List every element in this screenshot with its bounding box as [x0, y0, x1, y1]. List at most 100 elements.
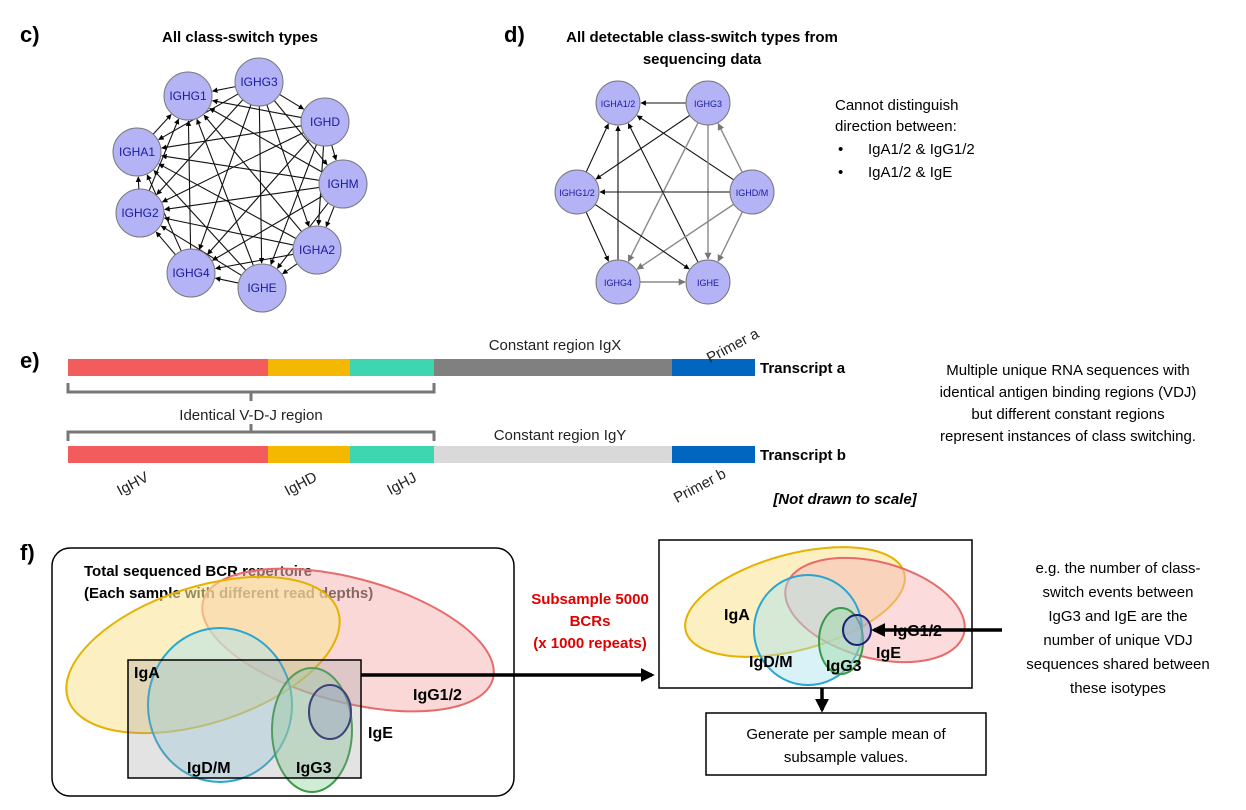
- subsample-window: [127, 659, 362, 779]
- segment-j-a: [350, 359, 434, 376]
- constant-region-y: [434, 446, 672, 463]
- c-edge-ighd-ighg4: [207, 139, 310, 255]
- c-edge-ighg3-ighd: [279, 93, 305, 110]
- c-edge-igha1-ighg1: [152, 114, 172, 135]
- segment-d-b: [268, 446, 350, 463]
- not-to-scale-note: [Not drawn to scale]: [772, 491, 917, 508]
- d-node-ighg3: [685, 80, 731, 126]
- d-edge-ighd-m-ighe: [717, 211, 743, 262]
- panel-d-nodes: IGHA1/2 IGHG3 IGHG1/2 IGHD/M IGHG4 IGHE: [554, 80, 775, 305]
- segment-v-b: [68, 446, 268, 463]
- result-box: [705, 712, 987, 776]
- c-node-label-ighg4: IGHG4: [172, 266, 210, 280]
- c-node-igha2: [292, 225, 342, 275]
- c-edge-ighg4-ighg2: [155, 231, 176, 256]
- d-node-ighg4: [595, 259, 641, 305]
- venn-small: [684, 546, 966, 686]
- c-node-label-ighg3: IGHG3: [240, 75, 278, 89]
- result-line2: subsample values.: [784, 749, 908, 766]
- label-igg3-large: IgG3: [296, 760, 332, 777]
- panel-label-c: c): [20, 22, 40, 47]
- d-node-igha1-2: [595, 80, 641, 126]
- note-bullet1-dot: •: [838, 141, 843, 158]
- c-node-label-ighm: IGHM: [327, 177, 358, 191]
- transcript-a-bar: [68, 359, 755, 376]
- example-line4: number of unique VDJ: [1043, 632, 1192, 649]
- c-node-ighd: [300, 97, 350, 147]
- d-node-label-ighe: IGHE: [697, 278, 719, 288]
- transcript-a-label: Transcript a: [760, 360, 846, 377]
- label-igdm-large: IgD/M: [187, 760, 231, 777]
- panel-d-title-line2: sequencing data: [643, 51, 762, 68]
- repertoire-box: [51, 547, 515, 797]
- explanation-line4: represent instances of class switching.: [940, 428, 1196, 445]
- result-line1: Generate per sample mean of: [746, 726, 946, 743]
- subsample-line3: (x 1000 repeats): [533, 635, 646, 652]
- c-edge-ighg3-ighg4: [198, 104, 252, 250]
- c-node-ighg2: [115, 188, 165, 238]
- d-edge-ighd-m-ighg4: [636, 203, 735, 270]
- c-node-label-igha2: IGHA2: [299, 243, 335, 257]
- label-igg12-large: IgG1/2: [413, 687, 462, 704]
- subsample-line1: Subsample 5000: [531, 591, 649, 608]
- c-edge-ighg3-ighe: [258, 105, 265, 264]
- c-node-ighe: [237, 263, 287, 313]
- c-node-label-igha1: IGHA1: [119, 145, 155, 159]
- c-edge-igha2-ighg4: [215, 253, 294, 271]
- c-node-label-ighg2: IGHG2: [121, 206, 159, 220]
- c-edge-ighm-ighg4: [212, 195, 323, 261]
- c-edge-ighe-ighg4: [214, 276, 239, 284]
- c-edge-igha2-igha1: [158, 163, 297, 240]
- segment-d-a: [268, 359, 350, 376]
- c-edge-ighg2-ighg1: [148, 118, 180, 192]
- c-node-igha1: [112, 127, 162, 177]
- c-node-ighg4: [166, 248, 216, 298]
- d-node-ighd-m: [729, 169, 775, 215]
- explanation-line2: identical antigen binding regions (VDJ): [940, 384, 1197, 401]
- example-line1: e.g. the number of class-: [1035, 560, 1200, 577]
- c-node-ighg3: [234, 57, 284, 107]
- d-node-label-igha1-2: IGHA1/2: [601, 99, 636, 109]
- example-line2: switch events between: [1043, 584, 1194, 601]
- c-edge-ighg2-igha1: [135, 176, 142, 190]
- small-ellipse-ige: [842, 614, 872, 646]
- vdj-label: Identical V-D-J region: [179, 407, 322, 424]
- d-edge-ighg3-ighg1-2: [595, 114, 691, 180]
- d-node-ighg1-2: [554, 169, 600, 215]
- note-line2: direction between:: [835, 118, 957, 135]
- d-edge-ighd-m-ighg3: [717, 122, 743, 173]
- c-edge-ighd-ighg1: [212, 98, 302, 119]
- segment-j-b: [350, 446, 434, 463]
- c-edge-ighg4-ighg1: [185, 120, 192, 250]
- panel-d-note: Cannot distinguish direction between: • …: [835, 97, 975, 181]
- panel-c-title: All class-switch types: [162, 29, 318, 46]
- panel-label-f: f): [20, 540, 35, 565]
- note-line1: Cannot distinguish: [835, 97, 958, 114]
- constant-region-b-label: Constant region IgY: [494, 427, 627, 444]
- label-igg3-small: IgG3: [826, 658, 862, 675]
- c-edge-ighd-igha1: [161, 125, 302, 150]
- c-edge-igha2-ighe: [282, 263, 298, 275]
- note-bullet2: IgA1/2 & IgE: [868, 164, 952, 181]
- c-node-label-ighd: IGHD: [310, 115, 340, 129]
- explanation-line3: but different constant regions: [971, 406, 1164, 423]
- example-text: e.g. the number of class- switch events …: [1026, 560, 1209, 697]
- primer-a-segment: [672, 359, 755, 376]
- c-edge-ighm-ighg2: [164, 186, 320, 212]
- example-line6: these isotypes: [1070, 680, 1166, 697]
- constant-region-x: [434, 359, 672, 376]
- transcript-b-bar: [68, 446, 755, 463]
- panel-e-explanation: Multiple unique RNA sequences with ident…: [940, 362, 1197, 445]
- d-edge-ighg1-2-ighe: [594, 204, 690, 270]
- label-iga-small: IgA: [724, 607, 750, 624]
- c-edge-ighe-ighg2: [160, 225, 242, 276]
- panel-d-edges: [581, 100, 743, 286]
- d-node-label-ighg4: IGHG4: [604, 278, 632, 288]
- c-node-ighm: [318, 159, 368, 209]
- ellipse-ige: [308, 684, 352, 740]
- c-edge-ighg3-ighm: [273, 100, 328, 166]
- primer-b-label: Primer b: [671, 465, 729, 507]
- subsample-line2: BCRs: [570, 613, 611, 630]
- c-edge-ighd-ighm: [331, 144, 338, 161]
